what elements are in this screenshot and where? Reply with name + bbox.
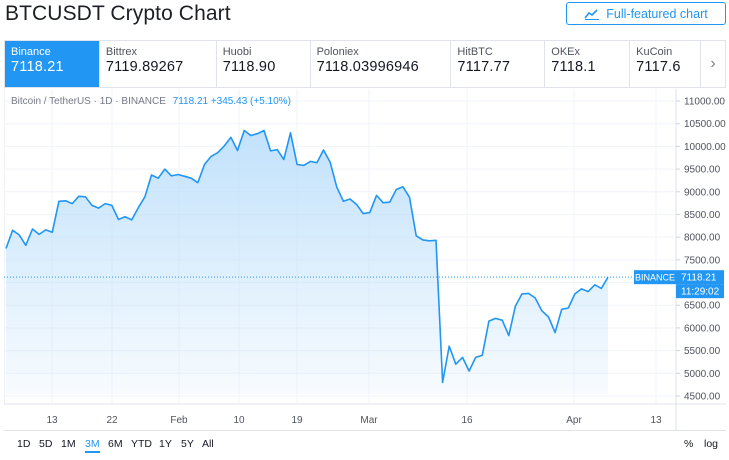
x-tick-label: 22 (106, 415, 118, 426)
y-tick-label: 6000.00 (684, 323, 721, 334)
exchange-price: 7118.21 (11, 59, 64, 75)
chart-legend: Bitcoin / TetherUS · 1D · BINANCE 7118.2… (11, 96, 291, 107)
exchange-price: 7118.1 (551, 59, 596, 75)
x-tick-label: 13 (650, 415, 662, 426)
exchange-name: Huobi (222, 46, 252, 58)
range-all-button[interactable]: All (202, 438, 214, 450)
tab-bittrex[interactable]: Bittrex 7119.89267 (100, 41, 217, 87)
y-tick-label: 9000.00 (684, 187, 721, 198)
last-price-box (676, 270, 724, 285)
y-tick-label: 11000.00 (684, 97, 725, 108)
full-featured-chart-label: Full-featured chart (606, 6, 708, 21)
exchange-name: Poloniex (316, 46, 359, 58)
exchange-price: 7119.89267 (105, 59, 184, 75)
range-5d-button[interactable]: 5D (39, 438, 53, 450)
chevron-right-icon[interactable]: › (710, 55, 716, 72)
exchange-price-label: BINANCE (635, 273, 675, 283)
range-toolbar: 1D 5D 1M 3M 6M YTD 1Y 5Y All % log (4, 430, 726, 460)
range-3m-button[interactable]: 3M (85, 438, 100, 453)
exchange-price-label-box (634, 270, 676, 285)
legend-symbol: Bitcoin / TetherUS · 1D · BINANCE (11, 96, 166, 107)
range-ytd-button[interactable]: YTD (131, 438, 152, 450)
price-line (5, 129, 609, 384)
legend-value: 7118.21 +345.43 (+5.10%) (172, 96, 291, 107)
chart-svg[interactable]: 11000.00 10500.00 10000.00 9500.00 9000.00 85… (3, 89, 726, 430)
full-featured-chart-button[interactable]: Full-featured chart (566, 2, 726, 25)
tab-okex[interactable]: OKEx 7118.1 (545, 41, 631, 87)
y-tick-label: 10000.00 (684, 142, 726, 153)
y-tick-label: 5000.00 (684, 369, 721, 380)
range-1d-button[interactable]: 1D (17, 438, 31, 450)
tab-binance[interactable]: Binance 7118.21 (5, 41, 100, 87)
y-tick-label: 6500.00 (684, 301, 721, 312)
y-tick-label: 4500.00 (684, 392, 721, 403)
y-tick-label: 10500.00 (684, 119, 726, 130)
x-tick-label: Apr (566, 415, 582, 426)
x-tick-label: Feb (170, 415, 188, 426)
log-scale-toggle[interactable]: log (704, 438, 719, 450)
last-price-label: 7118.21 (681, 273, 717, 284)
range-5y-button[interactable]: 5Y (181, 438, 194, 450)
tab-huobi[interactable]: Huobi 7118.90 (217, 41, 311, 87)
tab-poloniex[interactable]: Poloniex 7118.03996946 (311, 41, 452, 87)
x-tick-label: 10 (233, 415, 245, 426)
y-tick-label: 8500.00 (684, 210, 721, 221)
range-1m-button[interactable]: 1M (61, 438, 76, 450)
exchange-name: OKEx (551, 46, 580, 58)
x-tick-label: Mar (360, 415, 378, 426)
countdown-label: 11:29:02 (681, 287, 720, 298)
exchange-name: Binance (11, 46, 51, 58)
exchange-price: 7117.6 (636, 59, 681, 75)
exchange-price: 7117.77 (457, 59, 511, 75)
price-area-fill (6, 130, 608, 394)
countdown-box (676, 284, 724, 299)
tab-hitbtc[interactable]: HitBTC 7117.77 (451, 41, 546, 87)
percent-scale-toggle[interactable]: % (684, 438, 694, 450)
x-tick-label: 16 (461, 415, 473, 426)
exchange-name: HitBTC (457, 46, 493, 58)
y-tick-label: 8000.00 (684, 233, 721, 244)
range-6m-button[interactable]: 6M (108, 438, 123, 450)
y-tick-label: 9500.00 (684, 165, 721, 176)
exchange-tabs: Binance 7118.21 Bittrex 7119.89267 Huobi… (4, 40, 726, 88)
y-tick-label: 5500.00 (684, 346, 721, 357)
x-tick-label: 13 (46, 415, 58, 426)
price-chart[interactable]: 11000.00 10500.00 10000.00 9500.00 9000.00 85… (3, 89, 726, 430)
tab-kucoin[interactable]: KuCoin 7117.6 (630, 41, 702, 87)
exchange-name: Bittrex (105, 46, 138, 58)
range-1y-button[interactable]: 1Y (159, 438, 172, 450)
exchange-name: KuCoin (636, 46, 673, 58)
exchange-price: 7118.90 (222, 59, 276, 75)
chart-icon (584, 8, 600, 20)
x-tick-label: 19 (291, 415, 303, 426)
page-title: BTCUSDT Crypto Chart (5, 2, 231, 25)
exchange-price: 7118.03996946 (316, 59, 419, 75)
y-tick-label: 7500.00 (684, 255, 721, 266)
